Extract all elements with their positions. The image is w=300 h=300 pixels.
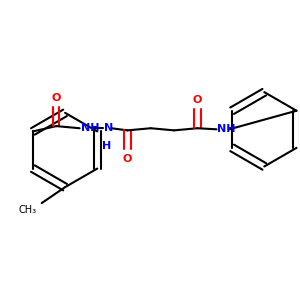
Text: O: O [123,154,132,164]
Text: NH: NH [217,124,235,134]
Text: CH₃: CH₃ [18,205,36,215]
Text: H: H [101,141,111,151]
Text: O: O [193,95,202,105]
Text: O: O [52,93,61,103]
Text: N: N [104,123,113,133]
Text: NH: NH [81,123,99,133]
